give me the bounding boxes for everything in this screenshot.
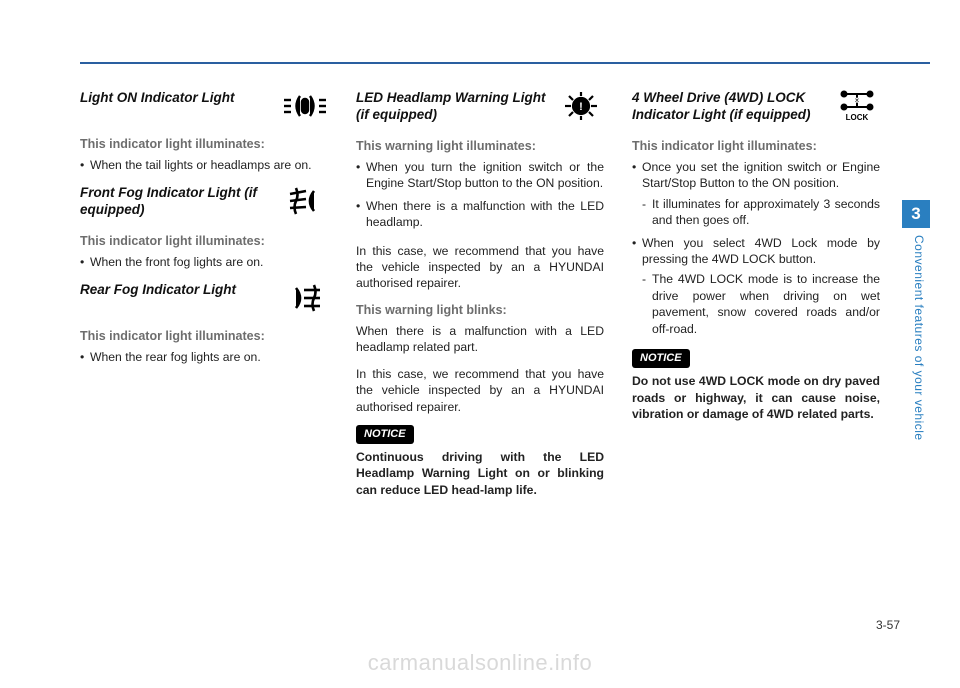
led-warning-icon: ! (558, 90, 604, 122)
body-text: In this case, we recommend that you have… (356, 243, 604, 292)
section-head-light-on: Light ON Indicator Light (80, 90, 328, 122)
section-title: Rear Fog Indicator Light (80, 282, 236, 299)
subhead: This warning light blinks: (356, 302, 604, 319)
manual-page: 3 Convenient features of your vehicle Li… (0, 0, 960, 688)
section-head-front-fog: Front Fog Indicator Light (if equipped) (80, 185, 328, 219)
bullet-text: Once you set the ignition switch or Engi… (642, 160, 880, 190)
light-on-icon (282, 90, 328, 122)
subhead: This indicator light illuminates: (80, 328, 328, 345)
bullet-item: When the front fog lights are on. (80, 254, 328, 270)
dash-list: The 4WD LOCK mode is to increase the dri… (642, 271, 880, 337)
dash-list: It illuminates for approximately 3 secon… (642, 196, 880, 229)
svg-text:×: × (855, 96, 860, 105)
section-title: Front Fog Indicator Light (if equipped) (80, 185, 274, 219)
notice-label: NOTICE (632, 349, 690, 368)
svg-text:LOCK: LOCK (846, 113, 869, 122)
bullet-item: When the rear fog lights are on. (80, 349, 328, 365)
4wd-lock-icon: × LOCK (834, 90, 880, 122)
front-fog-icon (282, 185, 328, 217)
top-rule (80, 62, 930, 64)
bullet-item: When the tail lights or headlamps are on… (80, 157, 328, 173)
subhead: This indicator light illuminates: (632, 138, 880, 155)
page-number: 3-57 (876, 618, 900, 632)
section-head-4wd: 4 Wheel Drive (4WD) LOCK Indicator Light… (632, 90, 880, 124)
chapter-tab: 3 (902, 200, 930, 228)
subhead: This warning light illuminates: (356, 138, 604, 155)
content-columns: Light ON Indicator Light This indicator … (80, 90, 880, 610)
bullet-item: Once you set the ignition switch or Engi… (632, 159, 880, 229)
bullet-item: When you select 4WD Lock mode by pressin… (632, 235, 880, 338)
section-head-led: LED Headlamp Warning Light (if equipped)… (356, 90, 604, 124)
column-2: LED Headlamp Warning Light (if equipped)… (356, 90, 604, 610)
dash-item: It illuminates for approximately 3 secon… (642, 196, 880, 229)
section-title: LED Headlamp Warning Light (if equipped) (356, 90, 550, 124)
rear-fog-icon (282, 282, 328, 314)
section-title: Light ON Indicator Light (80, 90, 234, 107)
dash-item: The 4WD LOCK mode is to increase the dri… (642, 271, 880, 337)
notice-text: Do not use 4WD LOCK mode on dry paved ro… (632, 373, 880, 422)
bullet-item: When there is a malfunction with the LED… (356, 198, 604, 231)
bullet-list: When you turn the ignition switch or the… (356, 159, 604, 231)
svg-text:!: ! (579, 101, 583, 113)
bullet-list: When the front fog lights are on. (80, 254, 328, 270)
column-1: Light ON Indicator Light This indicator … (80, 90, 328, 610)
subhead: This indicator light illuminates: (80, 233, 328, 250)
bullet-text: When you select 4WD Lock mode by pressin… (642, 236, 880, 266)
column-3: 4 Wheel Drive (4WD) LOCK Indicator Light… (632, 90, 880, 610)
body-text: In this case, we recommend that you have… (356, 366, 604, 415)
bullet-list: Once you set the ignition switch or Engi… (632, 159, 880, 338)
bullet-list: When the rear fog lights are on. (80, 349, 328, 365)
section-head-rear-fog: Rear Fog Indicator Light (80, 282, 328, 314)
section-title: 4 Wheel Drive (4WD) LOCK Indicator Light… (632, 90, 826, 124)
body-text: When there is a malfunction with a LED h… (356, 323, 604, 356)
bullet-list: When the tail lights or headlamps are on… (80, 157, 328, 173)
bullet-item: When you turn the ignition switch or the… (356, 159, 604, 192)
chapter-side-label: Convenient features of your vehicle (905, 235, 933, 555)
subhead: This indicator light illuminates: (80, 136, 328, 153)
notice-text: Continuous driving with the LED Headlamp… (356, 449, 604, 498)
watermark: carmanualsonline.info (0, 650, 960, 676)
notice-label: NOTICE (356, 425, 414, 444)
